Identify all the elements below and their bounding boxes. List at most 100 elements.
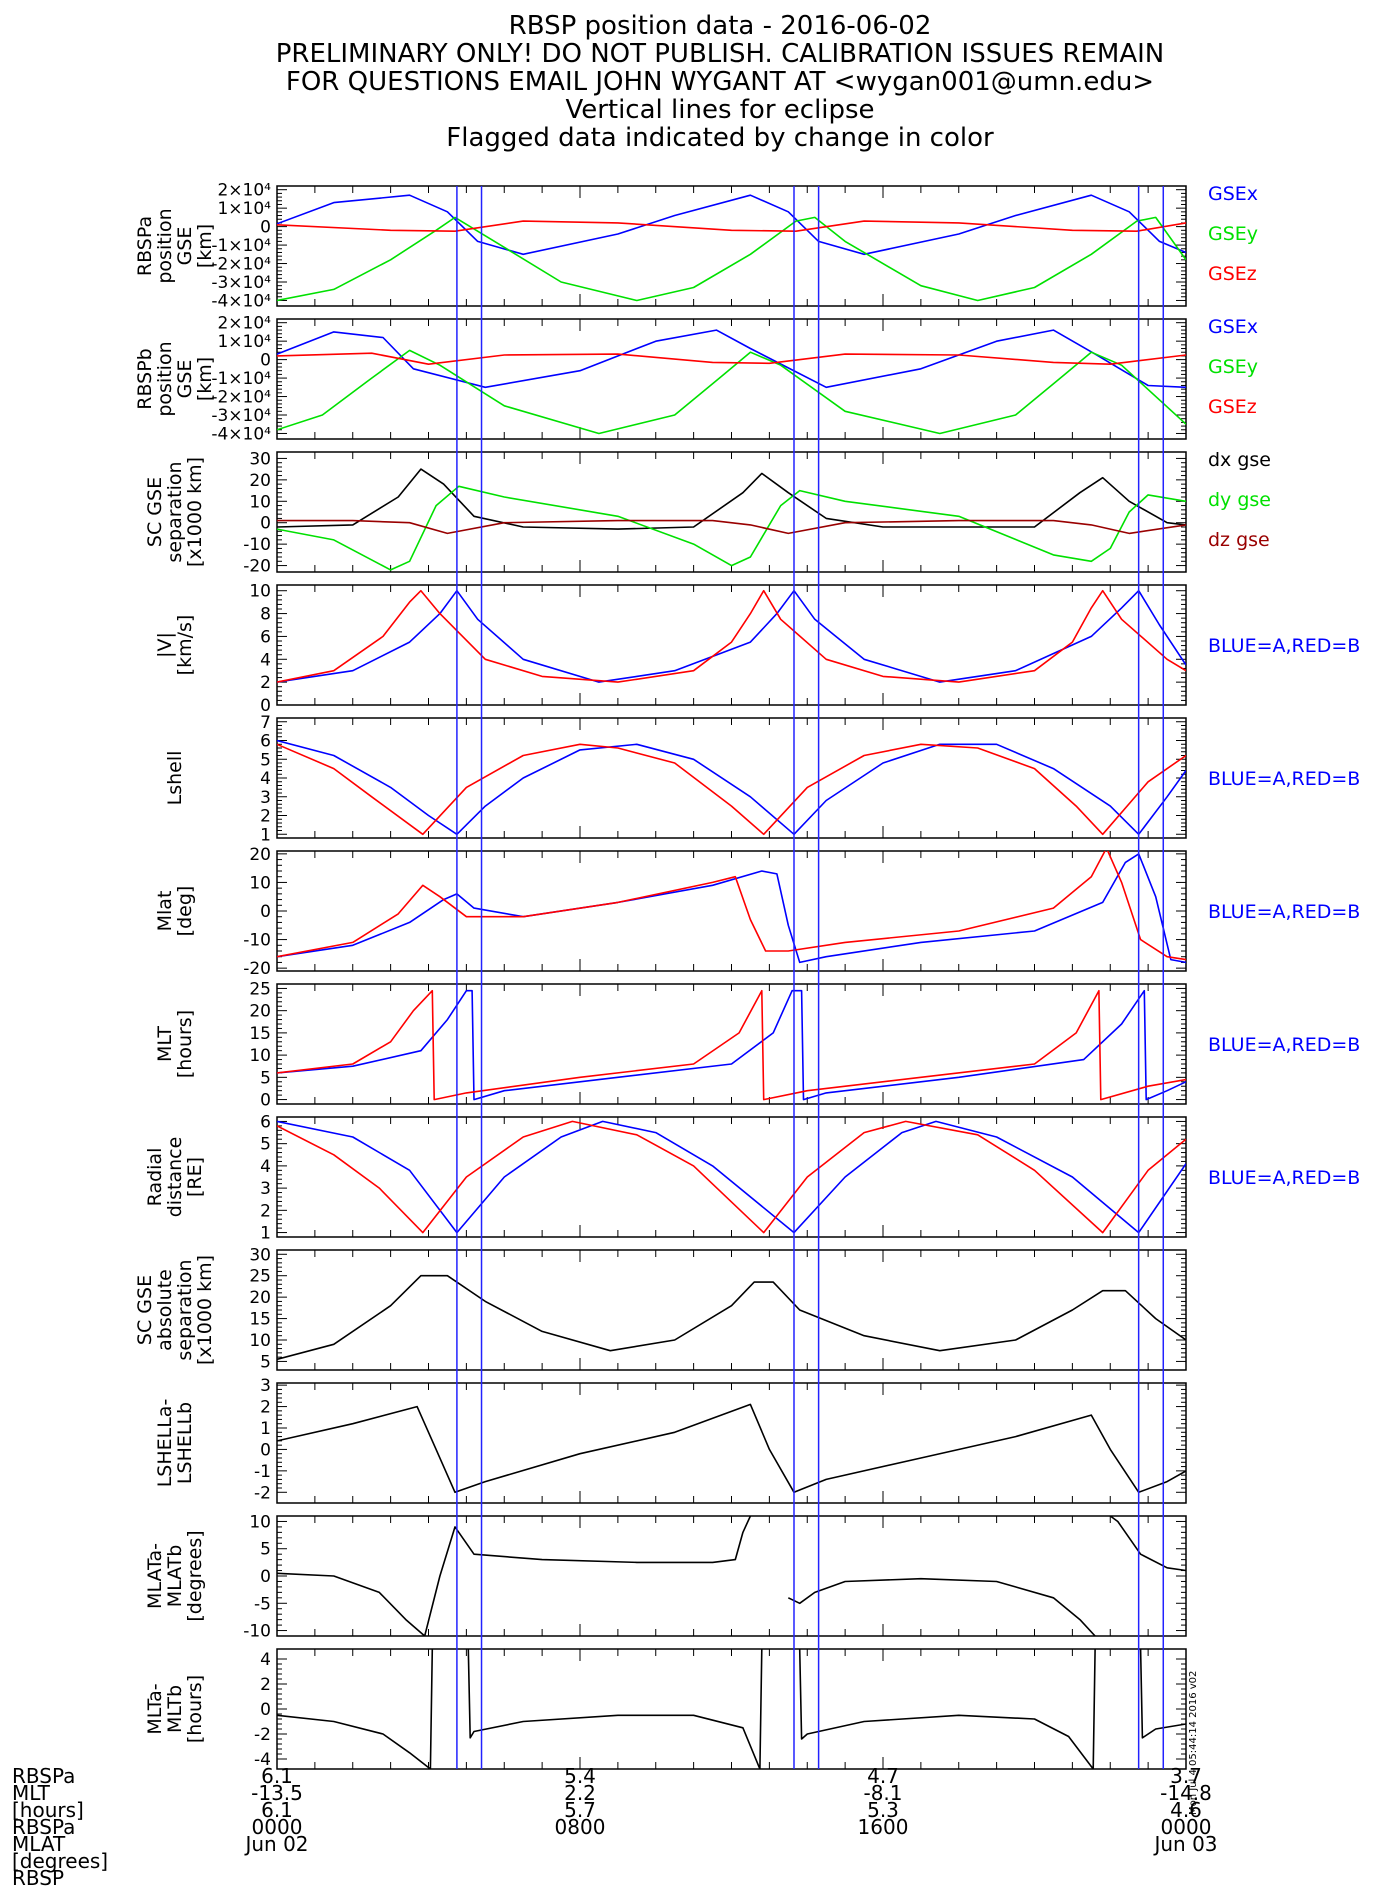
footer-row-label: RBSPa: [12, 1815, 75, 1839]
y-tick-label: 10: [249, 873, 271, 893]
y-tick-label: 0: [260, 514, 271, 534]
y-tick-label: -4×10⁴: [211, 291, 271, 311]
panel-frame: [276, 318, 1187, 440]
footer-row-value: Jun 02: [243, 1832, 308, 1856]
y-tick-label: 0: [260, 1091, 271, 1111]
series-line: [1139, 1649, 1186, 1739]
series-line: [277, 1403, 1186, 1494]
legend-entry: BLUE=A,RED=B: [1208, 635, 1360, 657]
y-axis-label: [km]: [194, 224, 216, 268]
legend-entry: BLUE=A,RED=B: [1208, 1034, 1360, 1056]
y-tick-label: 20: [249, 471, 271, 491]
y-axis-label: [hours]: [174, 1010, 196, 1078]
series-line: [277, 589, 1186, 683]
legend-entry: BLUE=A,RED=B: [1208, 1167, 1360, 1189]
footer-row-label: MLT: [12, 1781, 51, 1805]
series-line-gsey: [277, 216, 1186, 302]
y-tick-label: 10: [249, 1512, 271, 1532]
y-tick-label: 10: [249, 1046, 271, 1066]
footer-row-value: 6.1: [261, 1798, 293, 1822]
y-tick-label: 7: [260, 713, 271, 733]
panel-frame: [276, 850, 1187, 972]
series-line-blue-a-red-b: [277, 989, 1186, 1101]
timestamp-stamp: Mon Jul 4 05:44:14 2016 v02: [1188, 1671, 1199, 1815]
y-axis-label: [km/s]: [174, 615, 196, 676]
y-tick-label: -3×10⁴: [211, 406, 271, 426]
y-tick-label: 25: [249, 1267, 271, 1287]
y-tick-label: 30: [249, 449, 271, 469]
series-line-dy-gse: [277, 485, 1186, 571]
y-tick-label: 2×10⁴: [217, 314, 271, 334]
y-tick-label: 10: [249, 492, 271, 512]
y-tick-label: -10: [243, 535, 271, 555]
title-line-3: FOR QUESTIONS EMAIL JOHN WYGANT AT <wyga…: [286, 67, 1154, 97]
y-tick-label: 0: [260, 1440, 271, 1460]
footer-row-label: RBSPa: [12, 1764, 75, 1788]
y-tick-label: 25: [249, 979, 271, 999]
y-tick-label: 2: [260, 807, 271, 827]
y-tick-label: 2: [260, 1398, 271, 1418]
y-tick-label: 3: [260, 788, 271, 808]
y-axis-label: LSHELLa-: [154, 1399, 176, 1488]
y-tick-label: 20: [249, 845, 271, 865]
y-axis-label: [x1000 km]: [184, 457, 206, 567]
series-line: [277, 1120, 1186, 1234]
y-tick-label: 1: [260, 1224, 271, 1244]
y-tick-label: -2: [254, 1725, 271, 1745]
footer-row-value: 3.7: [1170, 1764, 1202, 1788]
y-tick-label: 0: [260, 902, 271, 922]
legend-entry: BLUE=A,RED=B: [1208, 768, 1360, 790]
y-tick-label: 4: [260, 650, 271, 670]
y-tick-label: 5: [260, 1135, 271, 1155]
y-tick-label: -4: [254, 1750, 271, 1770]
panel-12: -4 -2 0 2 4 MLTa-MLTb[hours]: [144, 1648, 1187, 1770]
panel-frame: [276, 1116, 1187, 1238]
panel-6: -20 -10 0 10 20 Mlat[deg] BLUE=A,RED=B: [154, 845, 1360, 979]
y-tick-label: -10: [243, 1622, 271, 1642]
footer-row-value: 1600: [858, 1815, 909, 1839]
y-tick-label: -1×10⁴: [211, 236, 271, 256]
footer-row-value: 2.2: [564, 1781, 596, 1805]
y-tick-label: 1×10⁴: [217, 332, 271, 352]
y-tick-label: 0: [260, 696, 271, 716]
legend-entry: dy gse: [1208, 489, 1271, 511]
y-axis-label: position: [154, 341, 176, 416]
panel-frame: [276, 1648, 1187, 1770]
y-axis-label: MLT: [154, 1026, 176, 1062]
series-line: [277, 743, 1186, 836]
y-tick-label: 5: [260, 750, 271, 770]
y-tick-label: 4: [260, 1650, 271, 1670]
footer-row-value: 0800: [555, 1815, 606, 1839]
y-tick-label: 6: [260, 1112, 271, 1132]
y-tick-label: -20: [243, 557, 271, 577]
series-line-blue-a-red-b: [277, 853, 1186, 964]
legend-entry: GSEx: [1208, 316, 1258, 338]
eclipse-lines: [456, 186, 1165, 1769]
footer-row-value: 0000: [252, 1815, 303, 1839]
y-tick-label: 20: [249, 1288, 271, 1308]
y-tick-label: 5: [260, 1540, 271, 1560]
y-tick-label: 2: [260, 673, 271, 693]
series-line-gsez: [277, 352, 1186, 366]
legend-entry: dz gse: [1208, 529, 1270, 551]
y-tick-label: 2: [260, 1675, 271, 1695]
series-line-blue-a-red-b: [277, 739, 1186, 836]
footer-row-value: 5.4: [564, 1764, 596, 1788]
panel-4: 0 2 4 68 10 |V|[km/s] BLUE=A,RED=B: [154, 582, 1360, 716]
y-tick-label: -1: [254, 1462, 271, 1482]
footer-row-value: Jun 03: [1152, 1832, 1217, 1856]
y-axis-label: separation: [174, 1259, 196, 1360]
y-tick-label: 10: [249, 582, 271, 602]
y-tick-label: -2: [254, 1483, 271, 1503]
y-tick-label: 6: [260, 627, 271, 647]
series-line-blue-a-red-b: [277, 589, 1186, 683]
series-line: [277, 1274, 1186, 1361]
title-line-4: Vertical lines for eclipse: [565, 95, 874, 125]
series-line-blue-a-red-b: [277, 1120, 1186, 1234]
y-axis-label: Radial: [144, 1148, 166, 1207]
series-line: [787, 1577, 1096, 1636]
